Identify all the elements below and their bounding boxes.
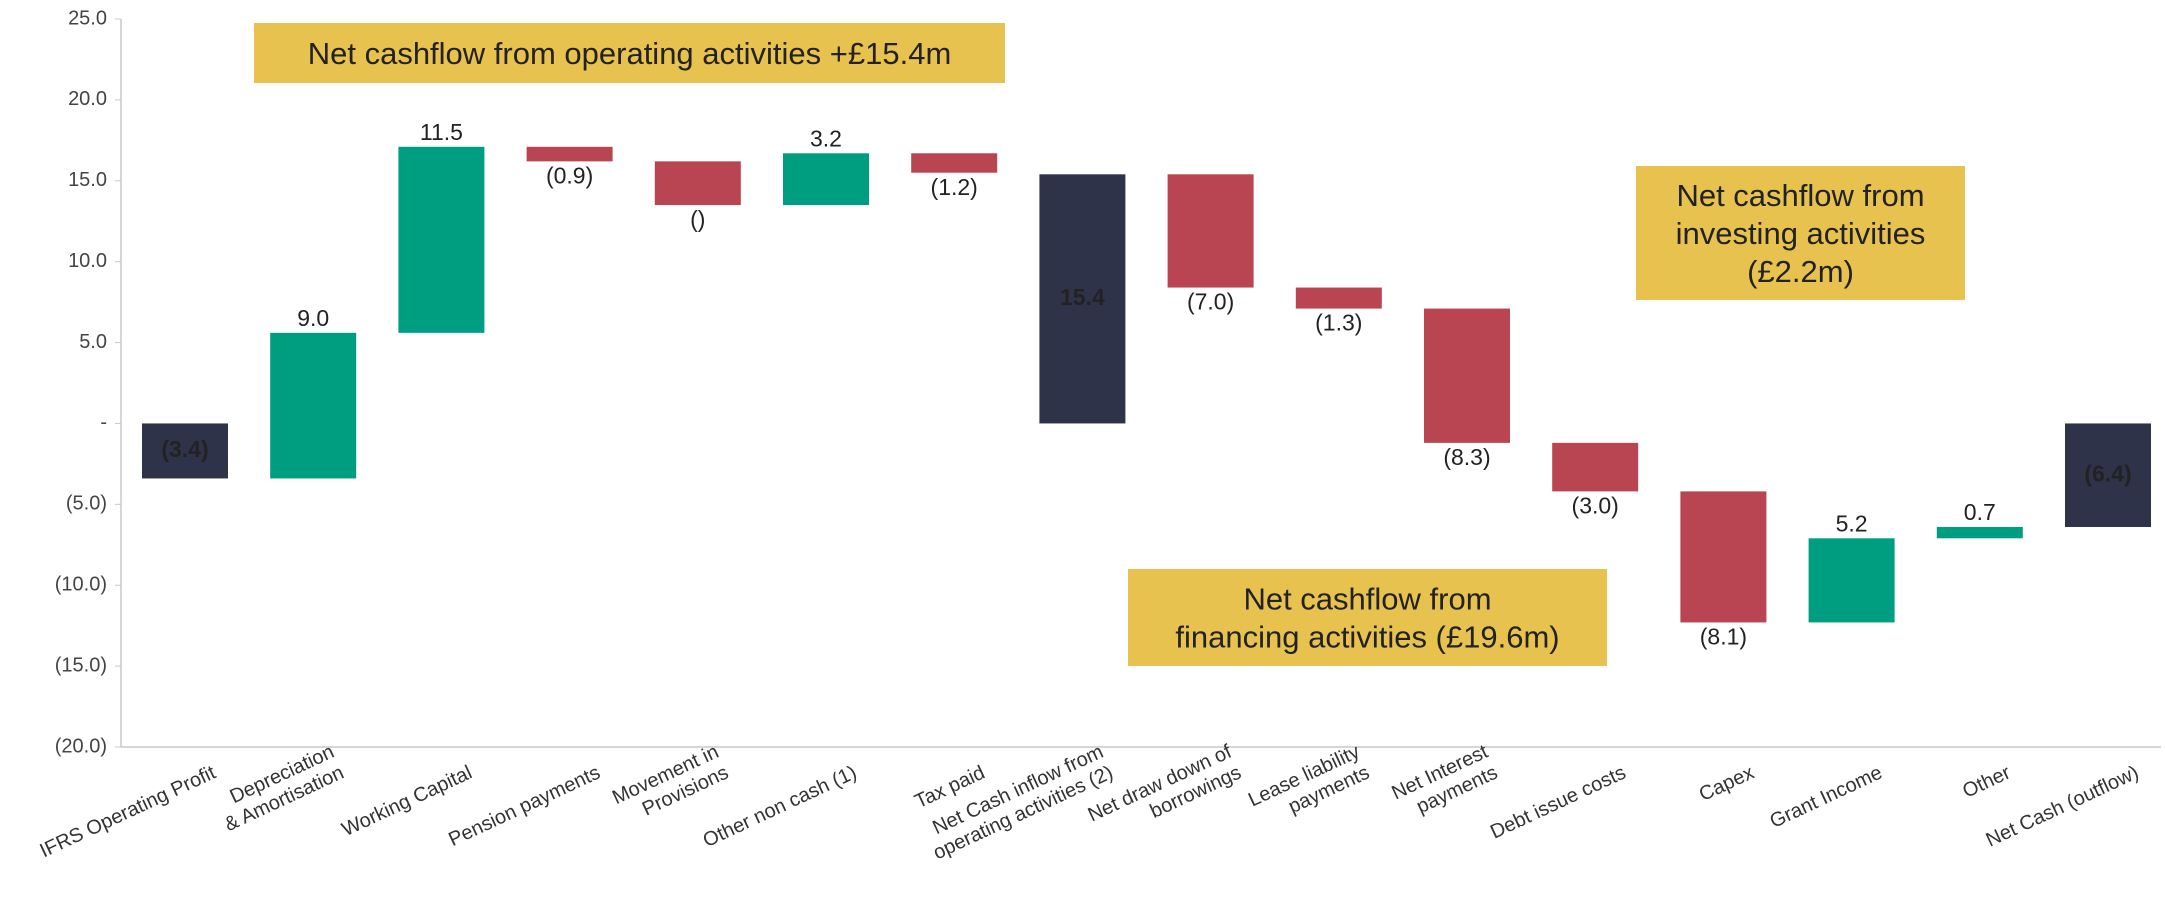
annotation-text: Net cashflow from investing activities (£2… <box>1676 178 1926 289</box>
annotation-line: financing activities (£19.6m) <box>1175 620 1559 655</box>
bar <box>1295 287 1382 309</box>
y-tick-label: (20.0) <box>55 735 107 757</box>
annotation-text: Net cashflow from operating activities +… <box>308 36 952 71</box>
value-label: (8.3) <box>1443 444 1490 470</box>
value-label: (8.1) <box>1700 624 1747 650</box>
annotation-line: (£2.2m) <box>1747 254 1854 289</box>
x-tick-label-line: Capex <box>1696 762 1758 806</box>
x-tick-label: Movement inProvisions <box>609 741 732 830</box>
value-label: (6.4) <box>2084 460 2131 486</box>
annotation-box <box>1128 569 1607 666</box>
bar <box>526 146 613 162</box>
x-tick-label: Other <box>1959 761 2014 802</box>
annotation-text: Net cashflow from financing activities (£… <box>1175 582 1559 655</box>
x-tick-label-line: Other <box>1959 761 2014 802</box>
x-tick-label: Depreciation& Amortisation <box>211 741 347 836</box>
bar <box>398 146 485 333</box>
y-tick-label: 20.0 <box>68 88 107 110</box>
value-label: (1.2) <box>931 174 978 200</box>
y-tick-label: - <box>100 412 107 434</box>
value-label: (0.9) <box>546 162 593 188</box>
y-tick-label: 10.0 <box>68 250 107 272</box>
x-tick-label: Lease liabilitypayments <box>1245 741 1373 833</box>
bar <box>1552 442 1639 492</box>
bar <box>2065 423 2151 527</box>
bar <box>911 153 998 173</box>
annotation-line: Net cashflow from operating activities +… <box>308 36 952 71</box>
x-tick-label: Debt issue costs <box>1487 762 1629 844</box>
y-tick-label: 5.0 <box>79 331 107 353</box>
x-tick-label: Net Cash inflow fromoperating activities… <box>920 741 1116 864</box>
bar <box>1936 526 2023 539</box>
value-label: () <box>690 206 705 232</box>
bar <box>1039 174 1126 424</box>
bar <box>142 423 228 479</box>
x-tick-label-line: Debt issue costs <box>1487 762 1629 844</box>
y-tick-label: 25.0 <box>68 7 107 29</box>
annotation-line: investing activities <box>1676 216 1926 251</box>
x-tick-label: Capex <box>1696 762 1758 806</box>
bar <box>654 161 741 206</box>
bar <box>1680 491 1767 623</box>
y-tick-label: (15.0) <box>55 654 107 676</box>
x-tick-label: Net draw down ofborrowings <box>1085 741 1245 848</box>
value-label: (3.4) <box>161 436 208 462</box>
annotation-box <box>254 23 1005 83</box>
value-label: 15.4 <box>1060 284 1105 310</box>
value-label: (1.3) <box>1315 310 1362 336</box>
annotation-line: Net cashflow from <box>1676 178 1924 213</box>
annotation-line: Net cashflow from <box>1243 582 1491 617</box>
bar <box>783 153 869 206</box>
x-tick-label: IFRS Operating Profit <box>37 761 220 862</box>
y-tick-label: (5.0) <box>66 493 107 515</box>
x-tick-label: Grant Income <box>1767 762 1886 833</box>
value-label: 0.7 <box>1964 499 1996 525</box>
bar <box>1167 174 1254 288</box>
value-label: 5.2 <box>1836 510 1868 536</box>
x-tick-label-line: IFRS Operating Profit <box>37 761 220 862</box>
value-label: (7.0) <box>1187 289 1234 315</box>
value-label: 11.5 <box>420 119 463 145</box>
y-tick-label: (10.0) <box>55 574 107 596</box>
annotation-box <box>1636 166 1965 300</box>
x-tick-label: Net Interestpayments <box>1388 741 1501 826</box>
y-tick-label: 15.0 <box>68 169 107 191</box>
value-label: 3.2 <box>810 125 842 151</box>
bar <box>1424 308 1510 443</box>
bar <box>1808 538 1895 623</box>
value-label: 9.0 <box>297 305 329 331</box>
bar <box>270 332 357 479</box>
x-tick-label-line: Grant Income <box>1767 762 1886 833</box>
value-label: (3.0) <box>1572 492 1619 518</box>
